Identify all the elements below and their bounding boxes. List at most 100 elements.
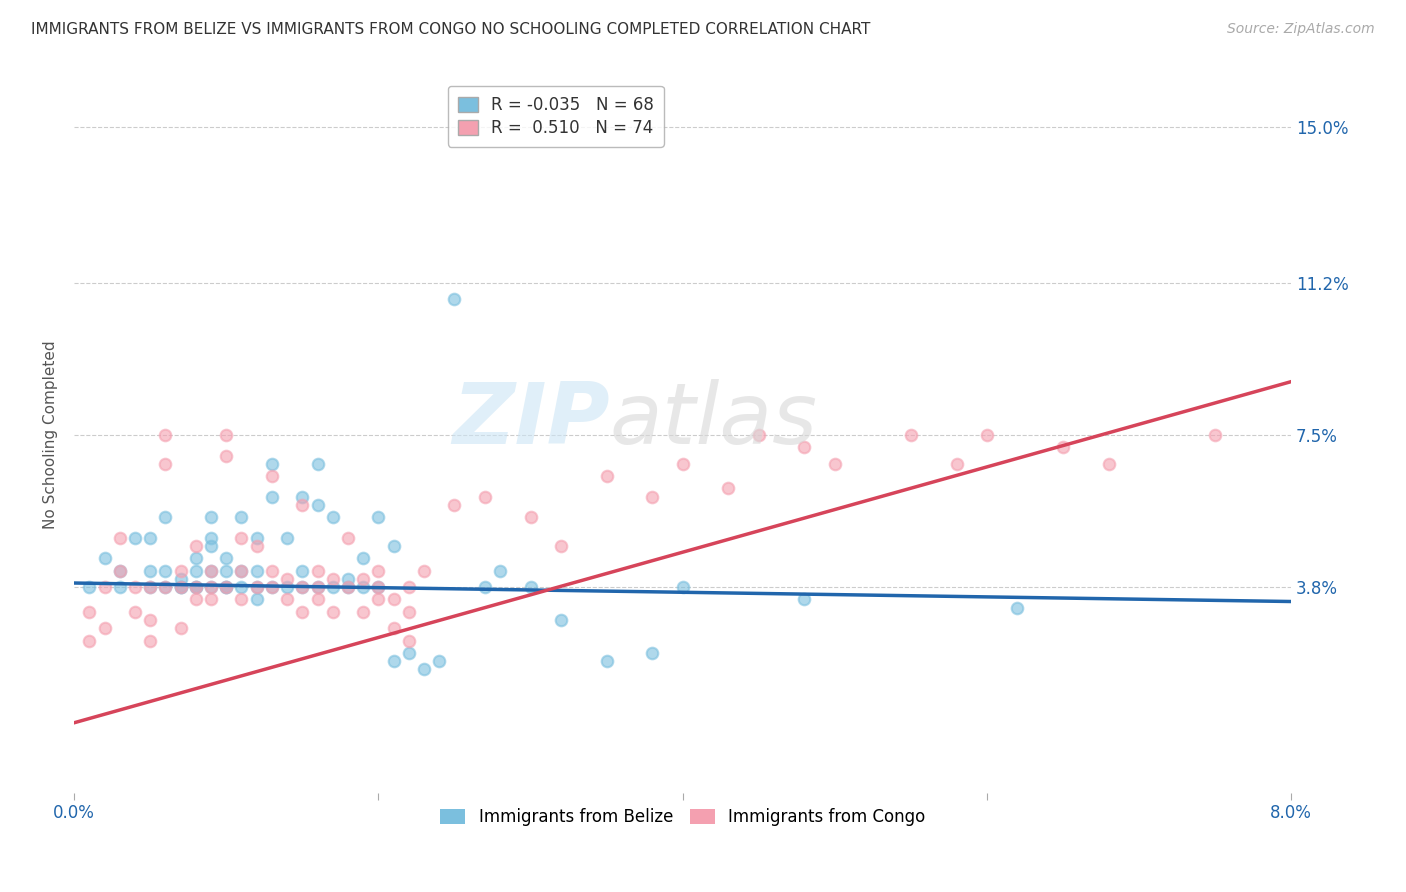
Point — [398, 633, 420, 648]
Point — [260, 490, 283, 504]
Point — [291, 580, 314, 594]
Point — [398, 646, 420, 660]
Point — [246, 580, 269, 594]
Point — [215, 580, 238, 594]
Point — [184, 580, 207, 594]
Point — [793, 441, 815, 455]
Point — [93, 551, 115, 566]
Point — [336, 531, 359, 545]
Point — [322, 572, 344, 586]
Point — [215, 551, 238, 566]
Point — [276, 572, 298, 586]
Point — [246, 592, 269, 607]
Point — [276, 531, 298, 545]
Point — [200, 580, 222, 594]
Point — [246, 531, 269, 545]
Point — [519, 510, 541, 524]
Point — [155, 564, 177, 578]
Point — [215, 564, 238, 578]
Point — [139, 531, 162, 545]
Point — [124, 531, 146, 545]
Point — [184, 580, 207, 594]
Point — [93, 621, 115, 635]
Point — [382, 621, 405, 635]
Point — [382, 654, 405, 668]
Point — [200, 592, 222, 607]
Point — [155, 428, 177, 442]
Point — [398, 605, 420, 619]
Point — [215, 428, 238, 442]
Point — [367, 510, 389, 524]
Y-axis label: No Schooling Completed: No Schooling Completed — [44, 341, 58, 529]
Point — [108, 564, 131, 578]
Point — [124, 580, 146, 594]
Point — [200, 539, 222, 553]
Point — [352, 572, 374, 586]
Point — [231, 592, 253, 607]
Point — [108, 531, 131, 545]
Point — [246, 539, 269, 553]
Point — [260, 564, 283, 578]
Point — [231, 580, 253, 594]
Point — [307, 580, 329, 594]
Point — [260, 580, 283, 594]
Point — [443, 498, 465, 512]
Point — [748, 428, 770, 442]
Point — [307, 457, 329, 471]
Point — [824, 457, 846, 471]
Point — [124, 605, 146, 619]
Point — [139, 633, 162, 648]
Point — [79, 633, 101, 648]
Point — [336, 572, 359, 586]
Point — [367, 580, 389, 594]
Point — [169, 580, 191, 594]
Point — [322, 510, 344, 524]
Point — [169, 572, 191, 586]
Point — [413, 564, 436, 578]
Point — [184, 539, 207, 553]
Point — [215, 580, 238, 594]
Point — [307, 498, 329, 512]
Point — [382, 539, 405, 553]
Point — [184, 592, 207, 607]
Point — [717, 482, 740, 496]
Point — [276, 592, 298, 607]
Point — [215, 449, 238, 463]
Point — [200, 564, 222, 578]
Point — [1007, 600, 1029, 615]
Point — [231, 510, 253, 524]
Point — [231, 564, 253, 578]
Point — [260, 580, 283, 594]
Point — [276, 580, 298, 594]
Point — [169, 580, 191, 594]
Point — [200, 564, 222, 578]
Point — [291, 490, 314, 504]
Point — [79, 580, 101, 594]
Point — [352, 551, 374, 566]
Point — [155, 580, 177, 594]
Point — [595, 469, 617, 483]
Point — [169, 580, 191, 594]
Text: ZIP: ZIP — [451, 379, 610, 462]
Point — [352, 580, 374, 594]
Point — [79, 605, 101, 619]
Point — [108, 564, 131, 578]
Point — [367, 592, 389, 607]
Point — [550, 539, 572, 553]
Point — [1098, 457, 1121, 471]
Text: Source: ZipAtlas.com: Source: ZipAtlas.com — [1227, 22, 1375, 37]
Text: IMMIGRANTS FROM BELIZE VS IMMIGRANTS FROM CONGO NO SCHOOLING COMPLETED CORRELATI: IMMIGRANTS FROM BELIZE VS IMMIGRANTS FRO… — [31, 22, 870, 37]
Point — [260, 457, 283, 471]
Point — [945, 457, 967, 471]
Point — [336, 580, 359, 594]
Point — [184, 564, 207, 578]
Point — [184, 580, 207, 594]
Point — [474, 580, 496, 594]
Point — [367, 580, 389, 594]
Point — [231, 531, 253, 545]
Point — [382, 592, 405, 607]
Point — [367, 564, 389, 578]
Point — [291, 605, 314, 619]
Point — [246, 580, 269, 594]
Point — [672, 457, 695, 471]
